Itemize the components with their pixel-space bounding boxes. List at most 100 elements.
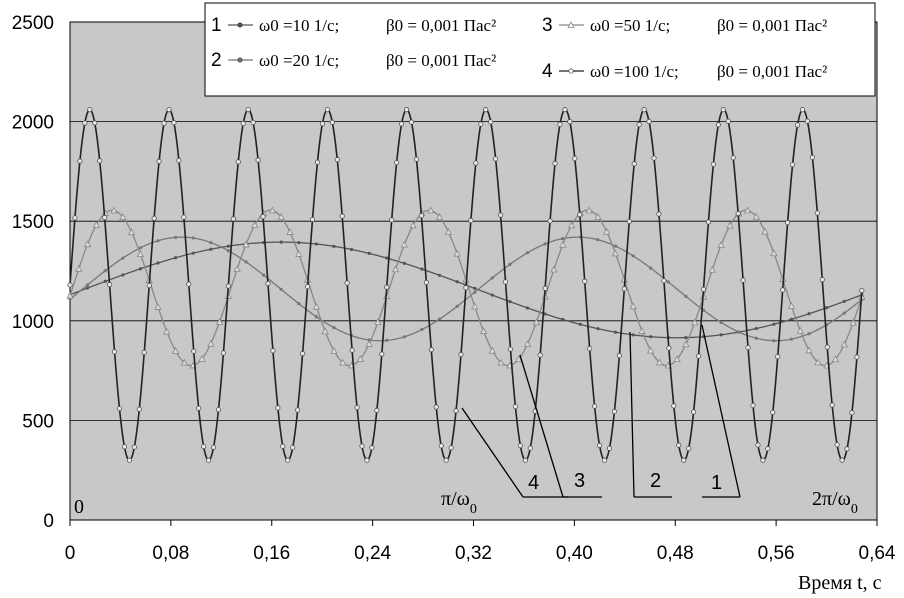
series-point [765,446,771,452]
series-point [789,317,794,321]
series-point [255,157,261,163]
series-point [522,457,528,463]
series-point [719,320,723,324]
series-point [673,355,681,363]
series-point [804,118,810,124]
series-point [754,336,758,340]
series-line-2 [69,236,863,342]
series-point [207,339,215,347]
x-tick-label: 0,56 [758,543,795,564]
series-point [226,244,230,248]
legend-omega: ω0 =10 1/с; [259,16,339,35]
legend-marker [568,68,574,74]
annotation-zero: 0 [74,496,84,518]
series-point [824,344,830,350]
y-tick-label: 1500 [12,212,54,233]
series-point [82,120,88,126]
series-point [493,156,499,162]
series-point [437,273,442,277]
series-point [603,227,611,235]
series-point [567,221,576,229]
series-point [305,284,311,290]
x-tick-label: 0,48 [657,543,694,564]
legend-beta: β0 = 0,001 Пас² [386,16,496,35]
series-point [750,402,756,408]
series-point [154,303,162,310]
series-point [250,119,256,126]
series-point [181,214,187,220]
series-point [385,338,389,342]
series-point [700,286,707,292]
series-point [265,280,271,287]
series-point [314,315,318,319]
series-point [611,409,617,415]
series-point [161,120,167,126]
y-tick-label: 2000 [12,113,54,134]
series-point [508,262,512,266]
series-point [682,340,690,348]
series-point [354,404,360,411]
series-point [681,457,687,463]
legend-item-3: 3 ω0 =50 1/с; β0 = 0,001 Пас² [542,15,827,36]
series-point [384,284,390,290]
legend-omega: ω0 =20 1/с; [259,51,339,70]
series-point [844,446,850,452]
series-point [708,265,716,273]
series-point [691,409,697,415]
series-point [705,219,711,225]
series-point [151,215,157,221]
series-point [561,317,565,322]
series-point [186,281,192,287]
series-point [471,302,479,310]
series-point [344,280,350,286]
series-point [171,347,180,354]
series-point [285,457,291,463]
series-point [268,206,277,214]
series-point [77,158,83,164]
legend-number: 2 [211,50,222,71]
series-point [525,251,530,255]
series-point [594,212,602,220]
series-point [409,221,417,229]
legend-number: 1 [211,15,222,36]
series-point [755,442,761,448]
series-point [842,311,846,315]
series-point [215,318,224,325]
series-point [601,457,608,463]
series-point [72,215,78,221]
series-point [502,279,509,285]
series-point [497,358,505,366]
series-point [300,350,306,357]
series-point [473,160,479,166]
series-point [515,355,523,362]
series-point [582,278,588,284]
series-point [141,349,147,356]
series-point [761,227,769,235]
series-point [121,273,125,277]
series-point [578,322,582,327]
callouts: 4 3 2 1 [461,324,741,498]
series-point [400,240,409,248]
x-tick-label: 0,08 [152,543,189,564]
series-point [587,346,593,352]
series-point [67,282,73,288]
series-point [839,457,845,463]
series-point [616,353,622,359]
series-point [775,354,781,360]
series-point [332,326,336,330]
series-point [592,403,598,409]
series-point [420,267,424,271]
series-point [527,445,533,451]
series-point [666,280,670,284]
series-point [391,265,400,273]
legend-marker [567,21,575,28]
series-point [428,347,434,353]
series-point [191,251,195,255]
series-point [233,265,241,272]
series-point [621,286,627,292]
series-point [488,119,494,125]
series-point [562,107,568,113]
series-point [330,346,338,354]
series-point [146,282,152,289]
series-point [646,118,652,125]
